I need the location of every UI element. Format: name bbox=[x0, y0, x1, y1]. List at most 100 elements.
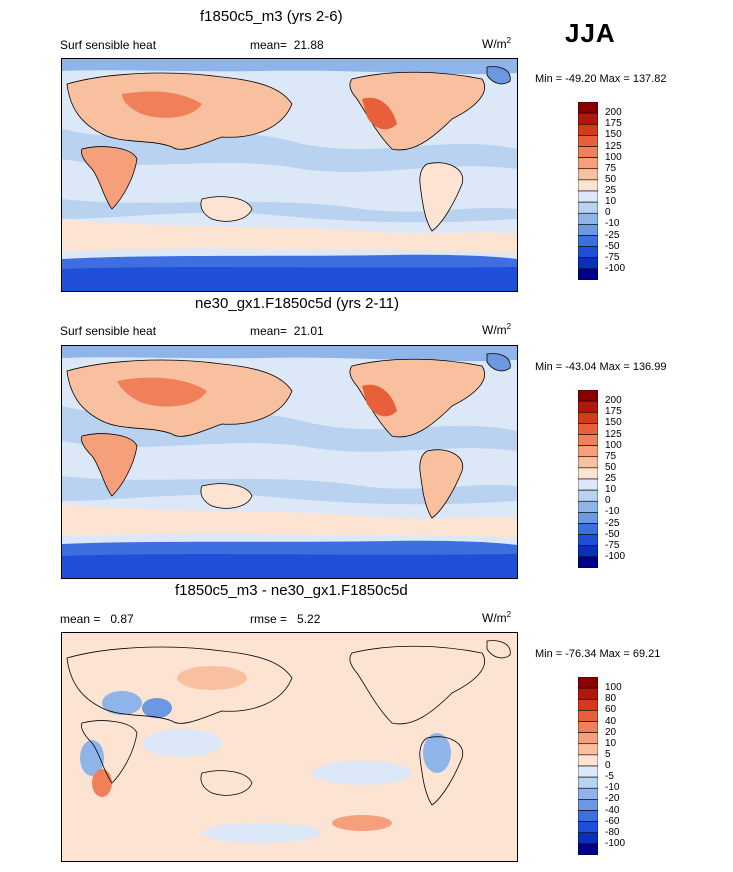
panel3-mean: mean = 0.87 bbox=[60, 612, 134, 626]
colorbar-tick-label: 60 bbox=[605, 704, 617, 716]
panel3-title: f1850c5_m3 - ne30_gx1.F1850c5d bbox=[175, 582, 408, 599]
colorbar-swatch bbox=[577, 765, 599, 778]
panel2-africa bbox=[81, 433, 138, 497]
colorbar-tick-label: 125 bbox=[605, 140, 622, 152]
colorbar-swatch bbox=[577, 135, 599, 147]
colorbar-swatch bbox=[577, 423, 599, 435]
colorbar-tick-label: 10 bbox=[605, 484, 617, 496]
colorbar-swatch bbox=[577, 821, 599, 834]
colorbar-tick-label: 200 bbox=[605, 395, 622, 407]
colorbar-swatch bbox=[577, 545, 599, 558]
colorbar-swatch bbox=[577, 123, 599, 136]
colorbar-swatch bbox=[577, 832, 599, 845]
colorbar-swatch bbox=[577, 787, 599, 800]
panel1-mean-value: 21.88 bbox=[293, 38, 324, 52]
colorbar-tick-label: -50 bbox=[605, 240, 620, 252]
colorbar-swatch bbox=[577, 212, 599, 225]
colorbar-swatch bbox=[577, 101, 599, 114]
colorbar-swatch bbox=[577, 190, 599, 203]
colorbar-tick-label: -40 bbox=[605, 804, 620, 816]
colorbar-swatch bbox=[577, 112, 599, 125]
colorbar-swatch bbox=[577, 743, 599, 756]
colorbar-tick-label: 175 bbox=[605, 118, 622, 130]
panel3-rmse-value: 5.22 bbox=[297, 612, 321, 626]
panel1-title: f1850c5_m3 (yrs 2-6) bbox=[200, 8, 343, 25]
colorbar-tick-label: -75 bbox=[605, 251, 620, 263]
panel2-mean-value: 21.01 bbox=[293, 324, 324, 338]
panel2-map-svg bbox=[62, 346, 517, 578]
colorbar-tick-label: 100 bbox=[605, 151, 622, 163]
panel1-band-so bbox=[62, 219, 517, 254]
colorbar-swatch bbox=[577, 157, 599, 170]
panel3-map bbox=[61, 632, 518, 862]
panel2-variable: Surf sensible heat bbox=[60, 324, 157, 338]
colorbar-swatch bbox=[577, 523, 599, 535]
panel1-africa bbox=[81, 146, 138, 210]
colorbar-swatch bbox=[577, 179, 599, 192]
panel2-map bbox=[61, 345, 518, 579]
panel3-units: W/m2 bbox=[482, 610, 512, 625]
colorbar-tick-label: -25 bbox=[605, 229, 620, 241]
panel1-arctic bbox=[62, 59, 517, 75]
colorbar-tick-label: 50 bbox=[605, 173, 617, 185]
colorbar-tick-label: -10 bbox=[605, 506, 620, 518]
colorbar-tick-label: 0 bbox=[605, 207, 611, 219]
panel3-north-america bbox=[349, 645, 485, 725]
colorbar-tick-label: -10 bbox=[605, 218, 620, 230]
panel2-colorbar bbox=[577, 389, 599, 569]
panel3-rmse: rmse = 5.22 bbox=[250, 612, 320, 626]
panel2-mean: mean= 21.01 bbox=[250, 324, 324, 338]
panel3-rmse-label: rmse = bbox=[250, 612, 288, 626]
colorbar-swatch bbox=[577, 710, 599, 722]
colorbar-tick-label: -5 bbox=[605, 771, 614, 783]
colorbar-swatch bbox=[577, 799, 599, 811]
colorbar-tick-label: -100 bbox=[605, 837, 626, 849]
panel3-map-svg bbox=[62, 633, 517, 861]
colorbar-tick-label: 10 bbox=[605, 196, 617, 208]
colorbar-tick-label: 25 bbox=[605, 473, 617, 484]
panel3-mean-label: mean = bbox=[60, 612, 101, 626]
colorbar-tick-label: -80 bbox=[605, 826, 620, 838]
colorbar-tick-label: 10 bbox=[605, 737, 617, 749]
panel1-band-s bbox=[62, 199, 517, 223]
colorbar-tick-label: -10 bbox=[605, 782, 620, 794]
colorbar-tick-label: 175 bbox=[605, 406, 622, 418]
colorbar-swatch bbox=[577, 201, 599, 214]
colorbar-tick-label: 20 bbox=[605, 726, 617, 738]
panel1-variable: Surf sensible heat bbox=[60, 38, 157, 52]
colorbar-tick-label: 80 bbox=[605, 693, 617, 705]
panel3-minmax: Min = -76.34 Max = 69.21 bbox=[535, 648, 661, 660]
panel1-mean-label: mean= bbox=[250, 38, 288, 52]
colorbar-swatch bbox=[577, 698, 599, 711]
panel3-africa bbox=[81, 720, 138, 784]
colorbar-swatch bbox=[577, 776, 599, 789]
colorbar-swatch bbox=[577, 246, 599, 259]
colorbar-swatch bbox=[577, 168, 599, 181]
colorbar-swatch bbox=[577, 489, 599, 502]
colorbar-swatch bbox=[577, 754, 599, 767]
colorbar-tick-label: 100 bbox=[605, 682, 622, 694]
colorbar-tick-label: -20 bbox=[605, 793, 620, 805]
panel1-colorbar bbox=[577, 101, 599, 281]
colorbar-swatch bbox=[577, 676, 599, 689]
colorbar-tick-label: -60 bbox=[605, 815, 620, 827]
colorbar-swatch bbox=[577, 235, 599, 247]
panel2-title: ne30_gx1.F1850c5d (yrs 2-11) bbox=[195, 295, 400, 312]
colorbar-tick-label: -100 bbox=[605, 550, 626, 562]
colorbar-tick-label: 75 bbox=[605, 162, 617, 174]
colorbar-tick-label: 100 bbox=[605, 439, 622, 451]
panel2-south-america bbox=[419, 449, 464, 519]
panel1-minmax: Min = -49.20 Max = 137.82 bbox=[535, 73, 667, 85]
colorbar-swatch bbox=[577, 257, 599, 270]
panel3-colorbar-svg bbox=[577, 676, 599, 856]
colorbar-swatch bbox=[577, 467, 599, 480]
colorbar-swatch bbox=[577, 534, 599, 547]
colorbar-swatch bbox=[577, 512, 599, 524]
colorbar-tick-label: 50 bbox=[605, 461, 617, 473]
panel1-australia bbox=[200, 196, 253, 222]
colorbar-swatch bbox=[577, 434, 599, 446]
panel1-north-america bbox=[349, 71, 485, 151]
colorbar-tick-label: -25 bbox=[605, 517, 620, 529]
panel3-eurasia bbox=[66, 646, 293, 724]
colorbar-tick-label: 40 bbox=[605, 715, 617, 727]
